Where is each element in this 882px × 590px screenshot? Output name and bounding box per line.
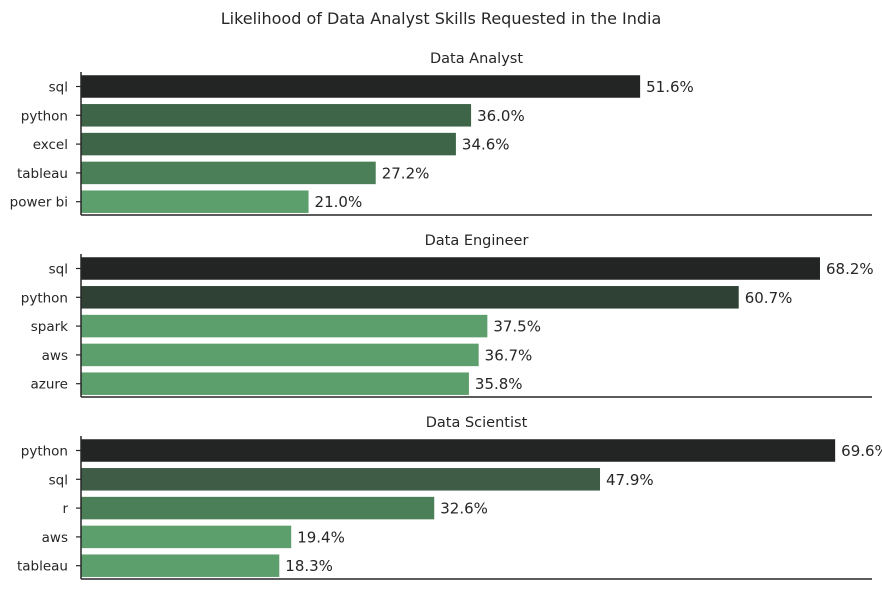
panels: Data Analyst sql 51.6% python 36.0% excel 34.6… bbox=[10, 51, 882, 580]
bar-sql bbox=[81, 75, 641, 98]
y-tick-label: sql bbox=[49, 80, 68, 96]
bar-spark bbox=[81, 314, 488, 338]
y-tick-label: power bi bbox=[10, 195, 68, 211]
data-label: 36.0% bbox=[477, 107, 525, 125]
bar-azure bbox=[81, 372, 469, 395]
bar-python bbox=[81, 104, 472, 127]
data-label: 19.4% bbox=[297, 528, 345, 546]
y-tick-label: r bbox=[62, 501, 68, 517]
bar-tableau bbox=[81, 554, 280, 577]
y-tick-label: sql bbox=[49, 262, 68, 278]
data-label: 51.6% bbox=[646, 78, 694, 96]
panel-data-analyst: Data Analyst sql 51.6% python 36.0% excel 34.6… bbox=[10, 51, 872, 216]
data-label: 68.2% bbox=[826, 260, 874, 278]
y-tick-label: aws bbox=[42, 348, 68, 364]
y-tick-label: spark bbox=[31, 319, 68, 335]
panel-title: Data Scientist bbox=[426, 415, 528, 431]
y-tick-label: python bbox=[21, 108, 68, 124]
data-label: 47.9% bbox=[606, 471, 654, 489]
bar-excel bbox=[81, 132, 456, 156]
y-tick-label: azure bbox=[31, 377, 68, 393]
data-label: 60.7% bbox=[745, 289, 793, 307]
data-label: 27.2% bbox=[382, 164, 430, 182]
y-tick-label: sql bbox=[49, 472, 68, 488]
data-label: 36.7% bbox=[485, 346, 533, 364]
bar-aws bbox=[81, 343, 479, 367]
panel-data-engineer: Data Engineer sql 68.2% python 60.7% spark 37.… bbox=[21, 233, 874, 398]
bar-python bbox=[81, 439, 836, 462]
y-tick-label: tableau bbox=[17, 559, 68, 575]
bar-tableau bbox=[81, 161, 376, 185]
bar-r bbox=[81, 496, 435, 520]
data-label: 34.6% bbox=[462, 136, 510, 154]
bar-power-bi bbox=[81, 190, 309, 213]
panel-title: Data Analyst bbox=[430, 51, 523, 67]
bar-sql bbox=[81, 468, 601, 491]
data-label: 69.6% bbox=[841, 442, 882, 460]
y-tick-label: python bbox=[21, 290, 68, 306]
y-tick-label: python bbox=[21, 444, 68, 460]
y-tick-label: excel bbox=[33, 137, 68, 153]
chart-title: Likelihood of Data Analyst Skills Reques… bbox=[221, 9, 662, 28]
data-label: 37.5% bbox=[493, 318, 541, 336]
data-label: 35.8% bbox=[475, 375, 523, 393]
y-tick-label: tableau bbox=[17, 166, 68, 182]
panel-data-scientist: Data Scientist python 69.6% sql 47.9% r 32.6% a… bbox=[17, 415, 882, 580]
data-label: 18.3% bbox=[285, 557, 333, 575]
panel-title: Data Engineer bbox=[425, 233, 529, 249]
bar-aws bbox=[81, 525, 292, 549]
bar-python bbox=[81, 286, 739, 309]
data-label: 32.6% bbox=[440, 500, 488, 518]
y-tick-label: aws bbox=[42, 530, 68, 546]
bar-sql bbox=[81, 257, 820, 280]
data-label: 21.0% bbox=[315, 193, 363, 211]
